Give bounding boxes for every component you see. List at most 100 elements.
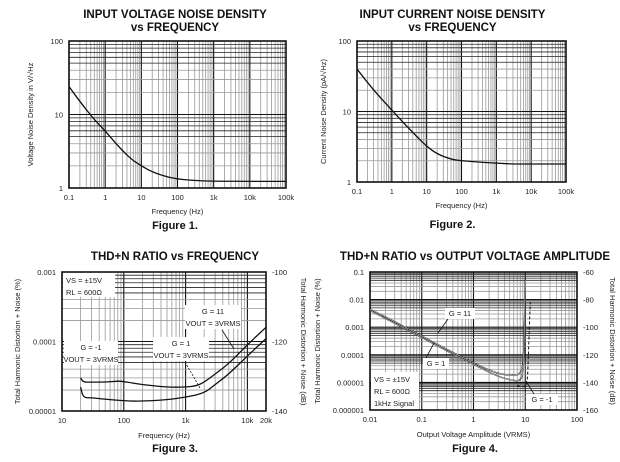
figure-label: Figure 1. — [152, 220, 198, 232]
series-line-highlight — [369, 280, 526, 381]
conditions-legend-text: VS = ±15V — [66, 276, 102, 285]
y-right-tick-label: -120 — [272, 338, 287, 347]
figure-label: Figure 3. — [152, 443, 198, 455]
x-tick-label: 1k — [210, 193, 218, 202]
chart-title: THD+N RATIO vs OUTPUT VOLTAGE AMPLITUDE — [339, 251, 611, 263]
conditions-legend-text: RL = 600Ω — [374, 387, 410, 396]
y-axis-label: Voltage Noise Density in V/√Hz — [26, 62, 35, 166]
x-tick-label: 1 — [103, 193, 107, 202]
series-line-current-noise — [356, 68, 566, 165]
x-tick-label: 100k — [278, 193, 295, 202]
y-tick-label: 1 — [59, 184, 63, 193]
figure-4: THD+N RATIO vs OUTPUT VOLTAGE AMPLITUDE … — [310, 231, 620, 462]
x-tick-label: 100k — [558, 187, 575, 196]
y-tick-label: 10 — [343, 108, 351, 117]
y-axis-label: Total Harmonic Distortion + Noise (%) — [313, 278, 322, 404]
y-right-tick-label: -100 — [583, 323, 598, 332]
y-tick-label: 0.00001 — [29, 407, 56, 416]
x-tick-label: 1 — [390, 187, 394, 196]
x-tick-label: 1 — [471, 415, 475, 424]
x-tick-label: 10 — [422, 187, 430, 196]
y-axis-label-right: Total Harmonic Distortion + Noise (dB) — [608, 277, 617, 405]
x-tick-label: 0.1 — [64, 193, 74, 202]
x-tick-label: 10k — [244, 193, 256, 202]
figure-3: THD+N RATIO vs FREQUENCY 10 100 1k 10k 20k 0.… — [0, 231, 310, 462]
conditions-legend-text: RL = 600Ω — [66, 288, 102, 297]
x-tick-label: 0.1 — [352, 187, 362, 196]
annotation-g1-vout: VOUT = 3VRMS — [153, 351, 208, 360]
conditions-legend-text: VS = ±15V — [374, 375, 410, 384]
y-axis-label: Total Harmonic Distortion + Noise (%) — [13, 278, 22, 404]
y-tick-label: 10 — [55, 111, 63, 120]
x-tick-label: 10 — [521, 415, 529, 424]
y-tick-label: 0.000001 — [333, 406, 364, 415]
annotation-arrow — [184, 361, 201, 389]
y-tick-label: 100 — [50, 37, 63, 46]
y-right-tick-label: -60 — [583, 268, 594, 277]
y-tick-label: 1 — [347, 178, 351, 187]
x-tick-label: 1k — [182, 416, 190, 425]
y-right-tick-label: -160 — [583, 406, 598, 415]
plot-frame — [68, 40, 287, 189]
x-tick-label: 10 — [58, 416, 66, 425]
x-axis-label: Output Voltage Amplitude (VRMS) — [417, 430, 531, 439]
y-axis-label: Current Noise Density (pA/√Hz) — [319, 59, 328, 164]
x-tick-label: 0.01 — [363, 415, 378, 424]
x-tick-label: 0.1 — [417, 415, 427, 424]
y-tick-label: 0.1 — [354, 268, 364, 277]
annotation-arrow — [221, 329, 235, 350]
annotation-gm1-vout: VOUT = 3VRMS — [63, 355, 118, 364]
y-axis-label-right: Total Harmonic Distortion + Noise (dB) — [299, 278, 308, 406]
chart-title: THD+N RATIO vs FREQUENCY — [90, 251, 260, 263]
figure-label: Figure 4. — [452, 443, 498, 455]
annotation-arrow — [437, 318, 449, 334]
annotation-box — [445, 308, 475, 319]
x-tick-label: 100 — [455, 187, 468, 196]
conditions-legend — [63, 273, 115, 297]
chart-title: INPUT VOLTAGE NOISE DENSITY vs FREQUENCY — [83, 9, 267, 34]
annotation-g11-vout: VOUT = 3VRMS — [185, 319, 240, 328]
conditions-legend-text: 1kHz Signal — [374, 399, 414, 408]
series-line-g-1 — [517, 302, 531, 388]
series-line-voltage-noise — [68, 86, 286, 183]
x-tick-label: 10 — [137, 193, 145, 202]
y-right-tick-label: -140 — [272, 407, 287, 416]
annotation-arrow — [425, 342, 435, 359]
x-tick-label: 100 — [118, 416, 131, 425]
plot-frame — [61, 271, 267, 412]
figure-2: INPUT CURRENT NOISE DENSITY vs FREQUENCY … — [310, 0, 620, 231]
y-right-tick-label: -80 — [583, 296, 594, 305]
chart-4-plot: 0.01 0.1 1 10 100 0.000001 0.00001 0.0001 0.001 0… — [313, 268, 617, 439]
series-line-g-1 — [80, 326, 267, 388]
x-axis-label: Frequency (Hz) — [436, 201, 488, 210]
annotation-g11: G = 11 — [202, 307, 224, 316]
x-tick-label: 1k — [492, 187, 500, 196]
y-tick-label: 0.001 — [345, 323, 364, 332]
annotation-box — [526, 394, 558, 405]
x-tick-label: 100 — [571, 415, 584, 424]
chart-3-plot: 10 100 1k 10k 20k 0.00001 0.0001 0.001 -100 -120 -… — [13, 268, 308, 440]
annotation-box — [423, 358, 449, 369]
y-tick-label: 0.0001 — [33, 338, 56, 347]
annotation-box — [185, 305, 241, 329]
x-tick-label: 20k — [260, 416, 272, 425]
y-right-tick-label: -100 — [272, 268, 287, 277]
annotation-box — [153, 337, 209, 361]
annotation-box — [64, 341, 118, 365]
y-tick-label: 0.01 — [349, 296, 364, 305]
figure-label: Figure 2. — [429, 219, 476, 231]
y-tick-label: 100 — [338, 37, 351, 46]
chart-title: INPUT CURRENT NOISE DENSITY vs FREQUENCY — [359, 9, 546, 34]
conditions-legend — [371, 372, 419, 409]
x-tick-label: 100 — [171, 193, 184, 202]
annotation-g1: G = 1 — [427, 359, 446, 368]
x-axis-label: Frequency (Hz) — [152, 207, 204, 216]
x-axis-label: Frequency (Hz) — [138, 431, 190, 440]
plot-frame — [369, 271, 578, 411]
annotation-g1: G = 1 — [172, 339, 191, 348]
annotation-g11: G = 11 — [449, 309, 471, 318]
plot-frame — [356, 40, 567, 183]
y-tick-label: 0.0001 — [341, 351, 364, 360]
